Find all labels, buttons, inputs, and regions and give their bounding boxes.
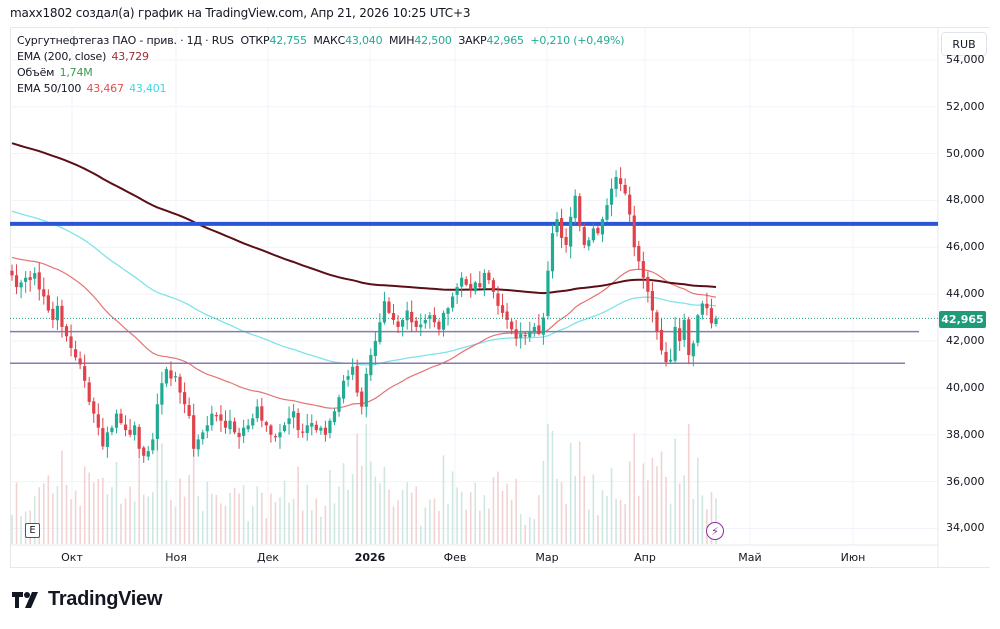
low-value: 42,500: [414, 34, 452, 47]
time-tick-label: Май: [738, 551, 762, 564]
open-label: ОТКР: [240, 34, 270, 47]
chart-legend: Сургутнефтегаз ПАО - прив. · 1Д · RUS ОТ…: [17, 33, 625, 97]
symbol-name[interactable]: Сургутнефтегаз ПАО - прив. · 1Д · RUS: [17, 34, 234, 47]
high-value: 43,040: [345, 34, 383, 47]
lightning-icon[interactable]: ⚡: [706, 522, 724, 540]
events-button[interactable]: E: [25, 523, 40, 538]
price-tick-label: 36,000: [946, 474, 985, 488]
ema200-value: 43,729: [111, 50, 149, 63]
price-tick-label: 40,000: [946, 380, 985, 394]
logo-text: TradingView: [48, 588, 163, 610]
time-tick-label: 2026: [354, 551, 386, 564]
legend-symbol-row: Сургутнефтегаз ПАО - прив. · 1Д · RUS ОТ…: [17, 33, 625, 49]
legend-volume-row[interactable]: Объём 1,74M: [17, 65, 624, 81]
time-tick-label: Дек: [256, 551, 280, 564]
volume-label: Объём: [17, 66, 55, 79]
currency-button[interactable]: RUB: [941, 32, 987, 56]
ema50-value: 43,467: [86, 82, 124, 95]
ema50-100-label: EMA 50/100: [17, 82, 82, 95]
time-tick-label: Окт: [61, 551, 83, 564]
ema200-label: EMA (200, close): [17, 50, 107, 63]
price-tick-label: 52,000: [946, 99, 985, 113]
tradingview-logo: TradingView: [12, 588, 162, 611]
price-tick-label: 48,000: [946, 193, 985, 207]
legend-ema200-row[interactable]: EMA (200, close) 43,729: [17, 49, 624, 65]
last-price-tag: 42,965: [939, 311, 986, 328]
time-tick-label: Ноя: [165, 551, 187, 564]
time-tick-label: Апр: [634, 551, 656, 564]
legend-ema50-100-row[interactable]: EMA 50/100 43,467 43,401: [17, 81, 624, 97]
ema100-value: 43,401: [129, 82, 167, 95]
price-tick-label: 38,000: [946, 427, 985, 441]
price-tick-label: 44,000: [946, 287, 985, 301]
close-value: 42,965: [486, 34, 524, 47]
price-tick-label: 54,000: [946, 52, 985, 66]
tradingview-logo-icon: [12, 591, 38, 608]
chart-frame: [10, 27, 990, 568]
close-label: ЗАКР: [458, 34, 487, 47]
price-tick-label: 42,000: [946, 334, 985, 347]
low-label: МИН: [388, 34, 415, 47]
change-value: +0,210 (+0,49%): [530, 34, 625, 47]
price-tick-label: 50,000: [946, 146, 985, 160]
price-tick-label: 46,000: [946, 240, 985, 254]
time-tick-label: Фев: [443, 551, 467, 564]
chart-caption: maxx1802 создал(а) график на TradingView…: [10, 6, 471, 20]
high-label: МАКС: [313, 34, 346, 47]
volume-value: 1,74M: [59, 66, 93, 79]
time-tick-label: Июн: [840, 551, 866, 564]
time-tick-label: Мар: [535, 551, 559, 564]
price-tick-label: 34,000: [946, 521, 985, 535]
open-value: 42,755: [269, 34, 307, 47]
